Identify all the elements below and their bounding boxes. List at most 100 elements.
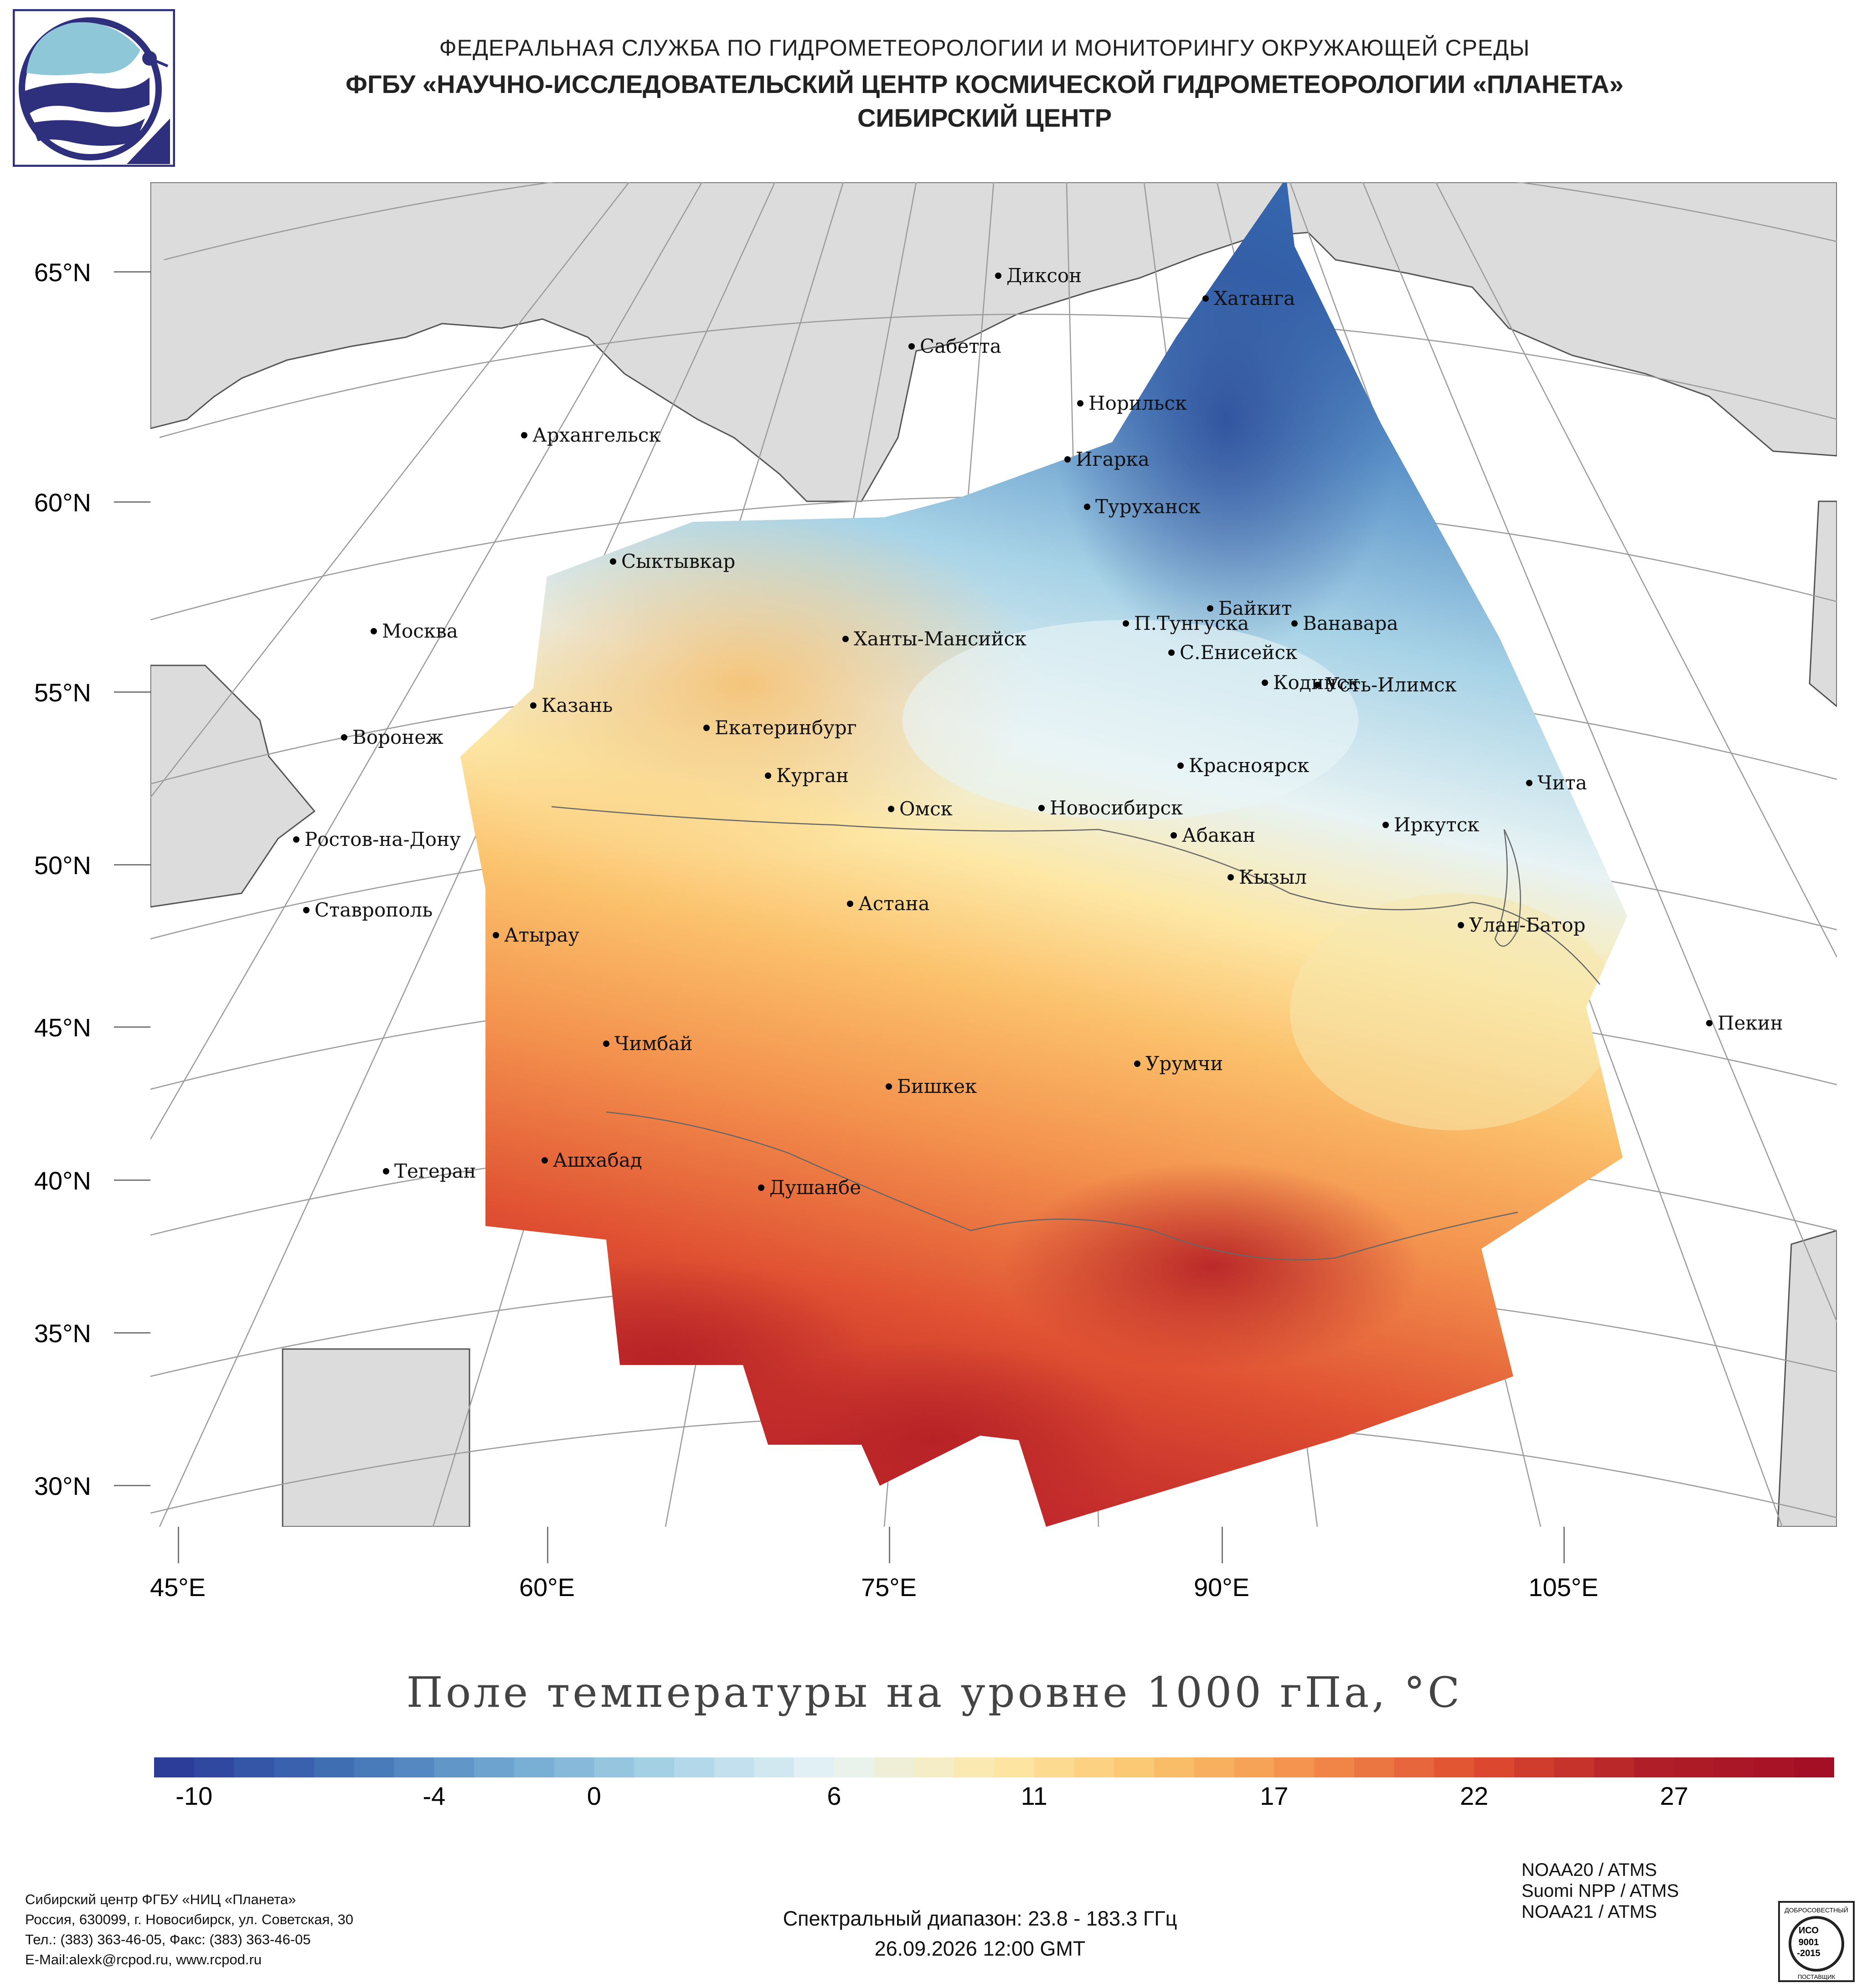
city-label: Душанбе (769, 1176, 861, 1199)
org-line: E-Mail:alexk@rcpod.ru, www.rcpod.ru (25, 1952, 262, 1967)
colorbar-segment (154, 1757, 195, 1777)
colorbar-segment (1354, 1757, 1395, 1777)
latitude-tick (114, 1179, 150, 1181)
city-label: Сабетта (920, 335, 1001, 357)
city-dot (1227, 874, 1234, 881)
colorbar-tick-label: -4 (423, 1782, 446, 1810)
colorbar-segment (434, 1757, 475, 1777)
city-label: Пекин (1717, 1012, 1783, 1034)
colorbar-segment (954, 1757, 995, 1777)
city-label: Хатанга (1214, 287, 1295, 309)
colorbar-segment (274, 1757, 315, 1777)
spectral-range: Спектральный диапазон: 23.8 - 183.3 ГГц (783, 1907, 1177, 1930)
city-dot (1291, 620, 1298, 627)
colorbar-segment (1594, 1757, 1635, 1777)
iso-bottom-text: ПОСТАВЩИК (1798, 1973, 1836, 1980)
city-dot (1134, 1061, 1140, 1067)
city-label: Улан-Батор (1469, 914, 1586, 936)
city-label: Ростов-на-Дону (304, 828, 461, 850)
colorbar-segment (1674, 1757, 1715, 1777)
planeta-logo (13, 9, 175, 167)
city-dot (1077, 400, 1083, 407)
agency-title: ФЕДЕРАЛЬНАЯ СЛУЖБА ПО ГИДРОМЕТЕОРОЛОГИИ … (439, 35, 1530, 61)
colorbar-segment (1154, 1757, 1195, 1777)
city-dot (1706, 1020, 1712, 1026)
latitude-label: 65°N (34, 258, 91, 287)
colorbar-segment (1754, 1757, 1795, 1777)
temperature-map: Диксон Хатанга Сабетта Норильск Архангельск И… (150, 182, 1837, 1527)
colorbar-tick-label: 17 (1260, 1782, 1289, 1810)
colorbar-segment (514, 1757, 555, 1777)
colorbar-tick-label: 22 (1460, 1782, 1489, 1810)
sensor-item: Suomi NPP / ATMS (1521, 1881, 1679, 1901)
city-label: Красноярск (1189, 754, 1309, 777)
latitude-label: 35°N (34, 1319, 91, 1348)
city-dot (1458, 922, 1464, 928)
org-line: Сибирский центр ФГБУ «НИЦ «Планета» (25, 1891, 296, 1907)
city-dot (1123, 620, 1129, 627)
colorbar-segment (1194, 1757, 1235, 1777)
colorbar-segment (714, 1757, 755, 1777)
city-label: Иркутск (1394, 814, 1479, 836)
colorbar-tick-label: 6 (827, 1782, 841, 1810)
longitude-label: 60°E (519, 1573, 575, 1602)
longitude-tick (547, 1527, 548, 1563)
city-dot (383, 1168, 389, 1174)
city-dot (842, 636, 849, 642)
colorbar-segment (1794, 1757, 1834, 1777)
center-title: СИБИРСКИЙ ЦЕНТР (857, 103, 1112, 132)
longitude-label: 75°E (861, 1573, 917, 1602)
colorbar-segment (754, 1757, 795, 1777)
colorbar-segment (994, 1757, 1035, 1777)
colorbar-segment (1474, 1757, 1515, 1777)
city-label: Москва (382, 620, 458, 642)
city-dot (847, 901, 853, 907)
city-label: Ставрополь (315, 899, 433, 921)
city-label: Туруханск (1095, 495, 1201, 518)
latitude-tick (114, 691, 150, 693)
city-label: Сыктывкар (621, 550, 735, 572)
city-label: Диксон (1006, 264, 1082, 287)
longitude-tick (1222, 1527, 1223, 1563)
latitude-label: 40°N (34, 1166, 91, 1195)
colorbar-segment (1514, 1757, 1555, 1777)
observation-datetime: 26.09.2026 12:00 GMT (874, 1937, 1086, 1960)
org-line: Россия, 630099, г. Новосибирск, ул. Сове… (25, 1911, 354, 1927)
latitude-tick (114, 501, 150, 503)
colorbar-segment (914, 1757, 955, 1777)
city-dot (995, 273, 1001, 279)
city-dot (1207, 605, 1213, 612)
city-label: Игарка (1076, 448, 1150, 470)
colorbar-segment (194, 1757, 235, 1777)
city-label: Урумчи (1145, 1052, 1223, 1075)
city-dot (1382, 822, 1389, 828)
city-dot (1064, 456, 1071, 463)
city-dot (610, 558, 616, 565)
colorbar-segment (354, 1757, 395, 1777)
colorbar-segment (1274, 1757, 1315, 1777)
latitude-label: 50°N (34, 851, 91, 880)
city-dot (530, 702, 536, 709)
city-label: Атырау (504, 924, 579, 946)
organization-info: Сибирский центр ФГБУ «НИЦ «Планета» Росс… (25, 1890, 353, 1970)
city-label: Абакан (1182, 824, 1255, 846)
city-label: Усть-Илимск (1325, 674, 1457, 696)
latitude-tick (114, 864, 150, 865)
colorbar-tick-label: 11 (1021, 1782, 1047, 1810)
city-dot (703, 725, 710, 731)
latitude-label: 60°N (34, 488, 91, 517)
colorbar-tick-label: 27 (1660, 1782, 1689, 1810)
city-label: Кызыл (1239, 866, 1307, 888)
org-line: Тел.: (383) 363-46-05, Факс: (383) 363-4… (25, 1931, 311, 1947)
city-label: Архангельск (532, 424, 661, 446)
colorbar-segment (1074, 1757, 1115, 1777)
city-label: Новосибирск (1050, 797, 1183, 819)
colorbar-segment (234, 1757, 275, 1777)
longitude-label: 90°E (1193, 1573, 1250, 1602)
colorbar-segment (1034, 1757, 1075, 1777)
city-dot (341, 734, 347, 741)
colorbar-segment (1434, 1757, 1475, 1777)
colorbar-segment (1634, 1757, 1675, 1777)
latitude-tick (114, 1332, 150, 1334)
longitude-tick (178, 1527, 179, 1563)
